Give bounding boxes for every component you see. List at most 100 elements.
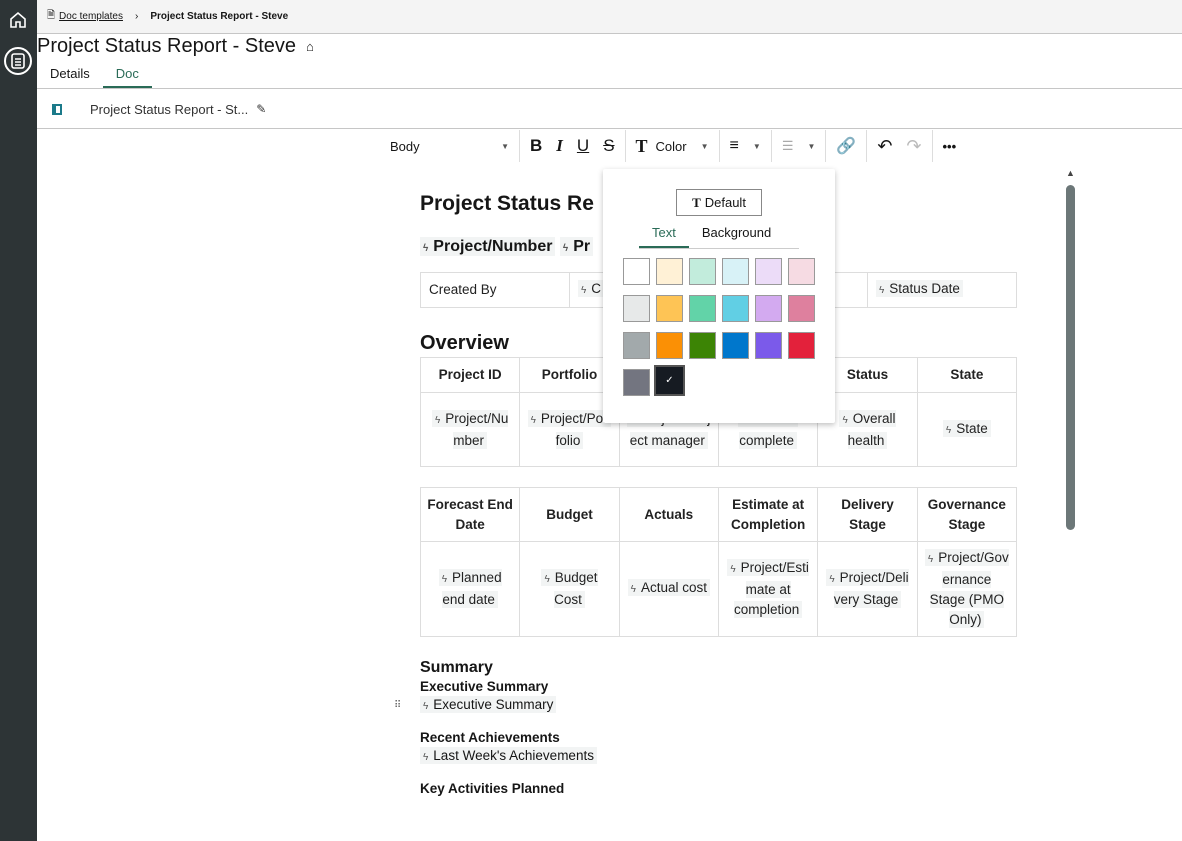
link-button[interactable]: 🔗 (826, 130, 868, 162)
bolt-icon: ϟ (581, 285, 587, 296)
scroll-up-icon[interactable]: ▲ (1066, 168, 1075, 178)
column-header[interactable]: Forecast End Date (419, 487, 521, 542)
field-token[interactable]: ϟ Last Week's Achievements (420, 747, 1017, 764)
tab-text[interactable]: Text (639, 223, 689, 248)
color-swatch[interactable] (788, 295, 815, 322)
meta-cell[interactable]: Created By (420, 272, 570, 308)
table-cell[interactable]: ϟ Project/Portfolio (519, 392, 620, 467)
table-cell[interactable]: ϟ Planned end date (419, 541, 521, 637)
bolt-icon: ϟ (945, 424, 952, 436)
text-format-icon: T (692, 194, 701, 210)
link-icon: 🔗 (836, 138, 857, 155)
financial-table: Forecast End Date Budget Actuals Estimate a… (419, 487, 1018, 637)
color-swatch[interactable] (689, 258, 716, 285)
list-icon: ☰ (781, 138, 794, 153)
home-icon[interactable] (4, 6, 32, 34)
page-header: Project Status Report - Steve ⌂ (37, 35, 314, 58)
column-header[interactable]: Governance Stage (916, 487, 1018, 542)
overview-heading[interactable]: Overview (420, 332, 509, 354)
bolt-icon: ϟ (630, 584, 636, 595)
color-swatch[interactable] (722, 295, 749, 322)
field-token[interactable]: ϟ Pr (559, 237, 594, 256)
column-header[interactable]: Portfolio (519, 357, 620, 393)
bolt-icon: ϟ (423, 701, 429, 712)
list-button[interactable]: ☰ ▼ (772, 130, 827, 162)
summary-section: Executive Summary ϟ Executive Summary (420, 679, 1017, 713)
doc-icon: 🗎 (47, 10, 56, 21)
default-color-button[interactable]: T Default (676, 189, 762, 216)
panel-toggle-icon[interactable] (52, 103, 62, 115)
color-swatch[interactable] (656, 258, 683, 285)
table-cell[interactable]: ϟ Actual cost (618, 541, 719, 637)
field-token[interactable]: ϟ Project/Number (420, 237, 556, 256)
italic-button[interactable]: I (556, 136, 563, 155)
color-swatch[interactable] (623, 258, 650, 285)
color-swatch[interactable] (656, 295, 683, 322)
field-token[interactable]: ϟ Executive Summary (420, 696, 1017, 713)
table-cell[interactable]: ϟ Project/Estimate at completion (717, 541, 819, 637)
redo-icon[interactable]: ↷ (906, 135, 922, 156)
table-cell[interactable]: ϟ Budget Cost (519, 541, 620, 637)
color-swatch[interactable] (722, 332, 749, 359)
document-icon[interactable] (4, 47, 32, 75)
color-swatch[interactable]: ✓ (654, 365, 685, 396)
tag-icon[interactable]: ⌂ (306, 39, 314, 54)
strikethrough-button[interactable]: S (603, 136, 615, 155)
column-header[interactable]: State (916, 357, 1018, 393)
drag-handle-icon[interactable]: ⠿ (394, 700, 402, 711)
color-swatch[interactable] (656, 332, 683, 359)
section-title[interactable]: Key Activities Planned (420, 781, 565, 796)
breadcrumb-doc-templates[interactable]: Doc templates (59, 11, 123, 22)
column-header[interactable]: Estimate at Completion (717, 487, 819, 542)
column-header[interactable]: Project ID (419, 357, 521, 393)
bolt-icon: ϟ (423, 243, 429, 254)
style-select[interactable]: Body ▼ (380, 130, 520, 162)
section-title[interactable]: Executive Summary (420, 679, 549, 694)
color-swatch[interactable] (689, 295, 716, 322)
color-swatch[interactable] (722, 258, 749, 285)
bolt-icon: ϟ (435, 414, 441, 426)
color-swatch[interactable] (755, 332, 782, 359)
tab-bar: Details Doc (37, 62, 1182, 89)
color-swatch[interactable] (755, 295, 782, 322)
bolt-icon: ϟ (423, 752, 429, 763)
color-swatch[interactable] (755, 258, 782, 285)
bold-button[interactable]: B (530, 136, 543, 155)
color-swatch[interactable] (623, 369, 650, 396)
undo-icon[interactable]: ↶ (877, 135, 893, 156)
summary-heading[interactable]: Summary (420, 659, 493, 676)
color-swatch[interactable] (689, 332, 716, 359)
color-swatch[interactable] (788, 332, 815, 359)
table-cell[interactable]: ϟ Project/Delivery Stage (817, 541, 918, 637)
tab-details[interactable]: Details (50, 66, 90, 81)
tab-background[interactable]: Background (701, 225, 772, 240)
tab-doc[interactable]: Doc (102, 62, 152, 88)
table-cell[interactable]: ϟ Project/Governance Stage (PMO Only) (916, 541, 1018, 637)
table-cell[interactable]: ϟ Project/Number (419, 392, 521, 467)
page-title: Project Status Report - Steve (37, 35, 297, 57)
chevron-right-icon: › (134, 11, 139, 22)
table-cell[interactable]: ϟ State (916, 392, 1018, 467)
column-header[interactable]: Budget (519, 487, 620, 542)
column-header[interactable]: Delivery Stage (817, 487, 918, 542)
doc-title[interactable]: Project Status Re (420, 192, 594, 215)
color-popup: T Default Text Background ✓ (603, 169, 835, 423)
color-swatch[interactable] (623, 295, 650, 322)
doc-name: Project Status Report - St... (90, 101, 249, 117)
bolt-icon: ϟ (544, 574, 550, 585)
color-swatch[interactable] (788, 258, 815, 285)
bolt-icon: ϟ (829, 574, 835, 585)
chevron-down-icon: ▼ (807, 141, 816, 151)
color-swatch[interactable] (623, 332, 650, 359)
underline-button[interactable]: U (576, 136, 590, 155)
summary-section: Key Activities Planned (420, 781, 1017, 796)
app-sidebar (0, 0, 37, 841)
section-title[interactable]: Recent Achievements (420, 730, 560, 745)
meta-cell[interactable]: ϟ Status Date (867, 272, 1017, 308)
edit-icon[interactable]: ✎ (256, 102, 267, 116)
column-header[interactable]: Actuals (618, 487, 719, 542)
more-icon[interactable]: ••• (942, 138, 957, 154)
color-button[interactable]: T Color ▼ (626, 130, 720, 162)
scrollbar[interactable] (1066, 185, 1075, 530)
align-button[interactable]: ≡ ▼ (720, 130, 772, 162)
